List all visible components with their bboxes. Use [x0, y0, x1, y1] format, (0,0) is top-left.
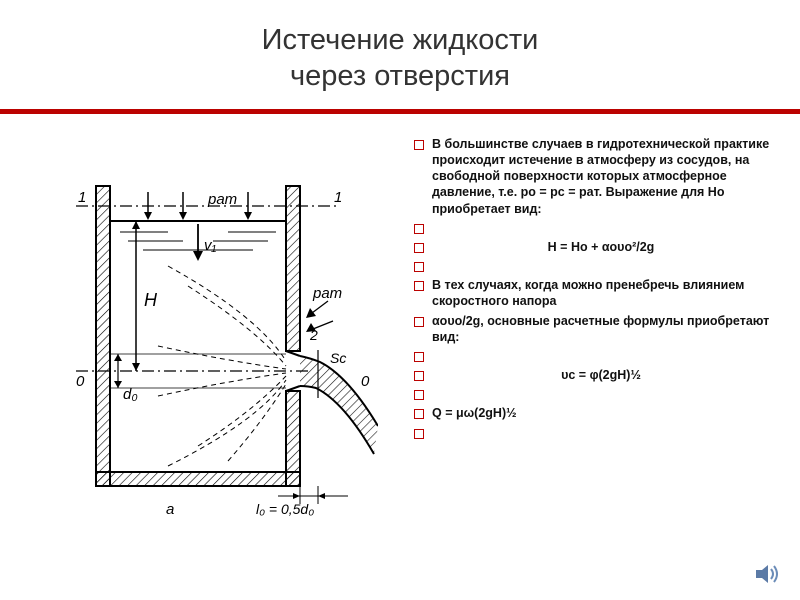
content-row: 1 1 рат v₁ H 0 0: [0, 114, 800, 516]
jet-fill: [300, 356, 378, 454]
bullet-item: [408, 348, 770, 364]
bullet-formula: Q = μω(2gH)½: [408, 405, 770, 421]
label-section0-right: 0: [361, 373, 370, 390]
label-v1: v₁: [204, 237, 217, 254]
diagram: 1 1 рат v₁ H 0 0: [48, 136, 378, 516]
bullet-list: В большинстве случаев в гидротехнической…: [408, 136, 770, 441]
speaker-icon[interactable]: [754, 562, 782, 586]
bullet-item: [408, 220, 770, 236]
bullet-item: [408, 386, 770, 402]
label-pam-top: рат: [207, 191, 237, 208]
bullet-formula: Н = Но + αоυо²/2g: [408, 239, 770, 255]
label-Sc: Sс: [330, 350, 346, 366]
text-column: В большинстве случаев в гидротехнической…: [378, 136, 780, 444]
title-line-1: Истечение жидкости: [0, 22, 800, 58]
title-line-2: через отверстия: [0, 58, 800, 94]
label-section1-left: 1: [78, 189, 86, 206]
label-H: H: [144, 290, 158, 310]
label-section0-left: 0: [76, 373, 85, 390]
label-section1-right: 1: [334, 189, 342, 206]
side-pressure-arrows: [306, 301, 333, 332]
bullet-item: αоυо/2g, основные расчетные формулы прио…: [408, 313, 770, 346]
slide-title: Истечение жидкости через отверстия: [0, 0, 800, 109]
bullet-item: В тех случаях, когда можно пренебречь вл…: [408, 277, 770, 310]
bullet-formula: υс = φ(2gH)½: [408, 367, 770, 383]
bullet-item: [408, 258, 770, 274]
streamlines: [158, 266, 286, 466]
label-l0: l₀ = 0,5d₀: [256, 501, 314, 516]
label-pam-side: рат: [312, 285, 342, 302]
label-a: a: [166, 501, 174, 516]
label-d0: d₀: [123, 386, 138, 403]
bullet-item: [408, 425, 770, 441]
bullet-item: В большинстве случаев в гидротехнической…: [408, 136, 770, 217]
